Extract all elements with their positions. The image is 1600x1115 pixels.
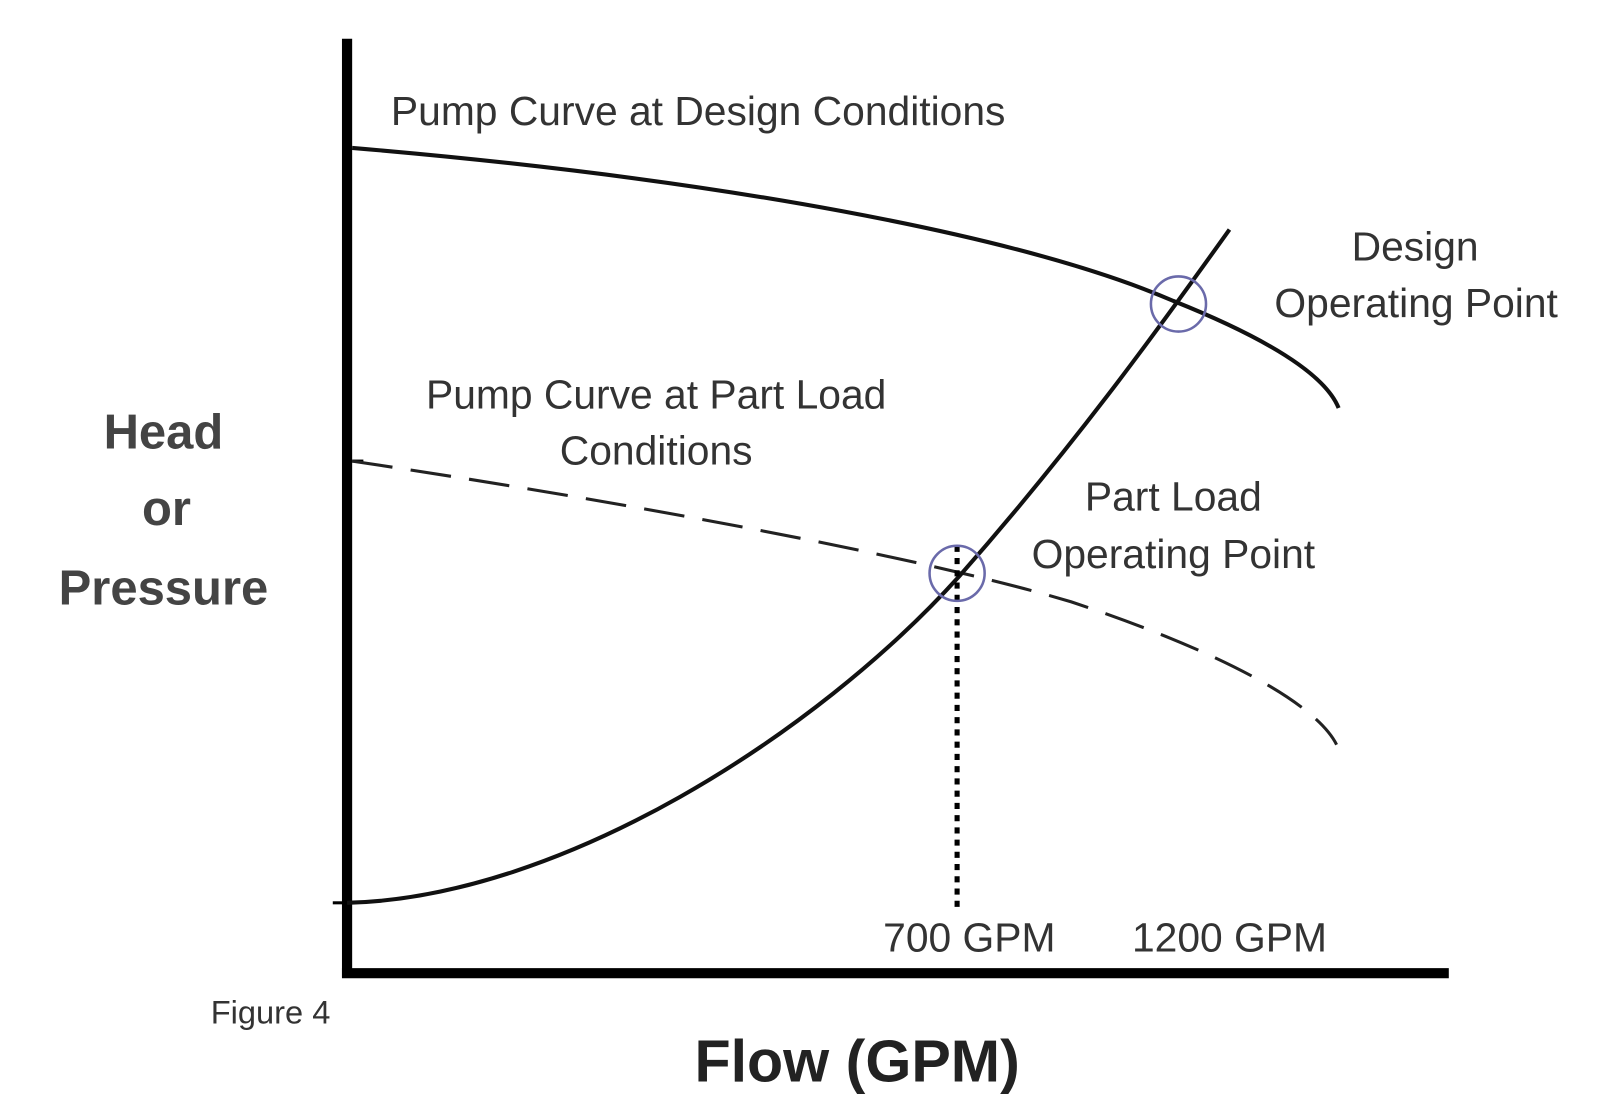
part-load-point-marker [928, 544, 986, 603]
design-pump-curve [351, 145, 1341, 409]
figure-label: Figure 4 [211, 994, 331, 1031]
x-axis-label: Flow (GPM) [694, 1028, 1019, 1095]
part-load-curve-label: Conditions [560, 428, 753, 474]
part-load-point-label: Operating Point [1032, 531, 1316, 577]
design-point-label: Operating Point [1274, 280, 1558, 326]
design-point-marker [1149, 275, 1208, 333]
flow-marker-label: 1200 GPM [1132, 914, 1327, 960]
system-curve [347, 228, 1232, 905]
part-load-pump-curve [351, 459, 1338, 746]
y-axis-label: Pressure [59, 562, 269, 616]
design-curve-label: Pump Curve at Design Conditions [391, 88, 1006, 134]
design-point-label: Design [1352, 224, 1479, 270]
flow-marker-label: 700 GPM [883, 914, 1055, 960]
part-load-point-label: Part Load [1085, 474, 1262, 520]
part-load-curve-label: Pump Curve at Part Load [426, 372, 886, 418]
y-axis-label: Head [104, 406, 224, 460]
y-axis-label: or [142, 482, 191, 536]
